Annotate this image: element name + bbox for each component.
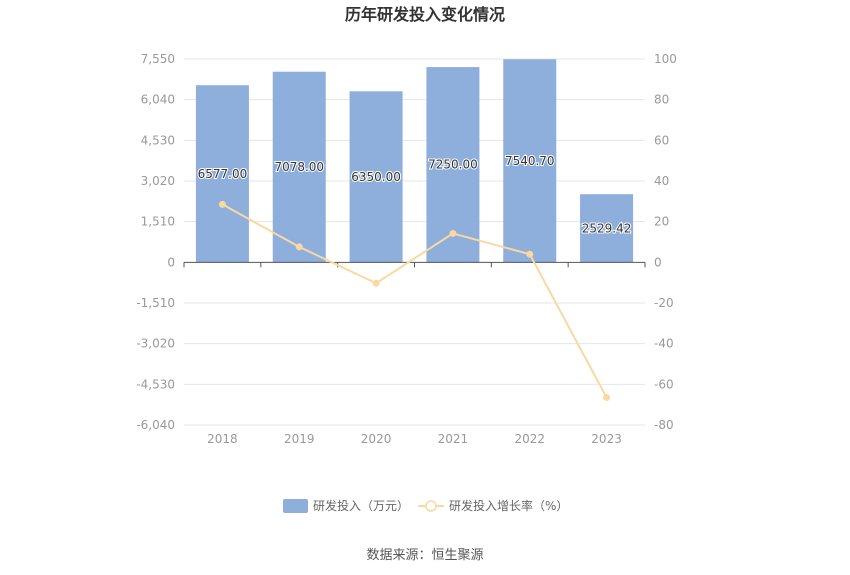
left-tick-label: 0 <box>167 255 175 269</box>
left-tick-label: 4,530 <box>141 133 175 147</box>
source-note: 数据来源：恒生聚源 <box>366 548 483 563</box>
bar <box>195 85 249 263</box>
zero-axis-line <box>183 261 646 268</box>
left-tick-label: -3,020 <box>136 337 175 351</box>
bar-value-label: 7250.00 <box>428 158 478 172</box>
legend-item-line[interactable]: 研发投入增长率（%） <box>418 498 568 513</box>
bar-value-label: 2529.42 <box>582 221 632 235</box>
legend-item-bar[interactable]: 研发投入（万元） <box>283 498 409 513</box>
legend-line-label: 研发投入增长率（%） <box>449 498 568 513</box>
left-tick-label: 7,550 <box>141 52 175 66</box>
bar-series <box>195 59 634 263</box>
right-tick-label: 0 <box>654 255 662 269</box>
left-tick-label: -4,530 <box>136 377 175 391</box>
legend-bar-label: 研发投入（万元） <box>313 498 409 513</box>
growth-line <box>221 203 608 399</box>
x-axis: 2018 2019 2020 2021 2022 2023 <box>207 432 622 446</box>
x-tick-label: 2019 <box>284 432 315 446</box>
left-tick-label: -6,040 <box>136 418 175 432</box>
legend[interactable]: 研发投入（万元） 研发投入增长率（%） <box>283 498 568 513</box>
legend-bar-swatch <box>283 499 308 513</box>
line-point <box>449 229 457 237</box>
right-tick-label: 60 <box>654 133 669 147</box>
bar <box>580 194 634 263</box>
line-point <box>218 200 226 208</box>
bar-value-labels: 6577.00 7078.00 6350.00 7250.00 7540.70 2529.… <box>197 153 633 236</box>
left-tick-label: 1,510 <box>141 215 175 229</box>
x-tick-label: 2020 <box>361 432 392 446</box>
bar <box>272 71 326 263</box>
right-tick-label: -80 <box>654 418 674 432</box>
right-tick-label: -40 <box>654 337 674 351</box>
bar <box>349 91 403 263</box>
x-tick-label: 2018 <box>207 432 238 446</box>
line-series <box>218 200 611 402</box>
line-point <box>603 394 611 402</box>
legend-line-marker <box>425 500 437 512</box>
bar-value-label: 7078.00 <box>274 160 324 174</box>
right-tick-label: 40 <box>654 174 669 188</box>
right-tick-label: 20 <box>654 215 669 229</box>
bar-value-label: 6350.00 <box>351 170 401 184</box>
x-tick-label: 2023 <box>591 432 622 446</box>
left-y-axis: 7,550 6,040 4,530 3,020 1,510 0 -1,510 -3,020 -4… <box>136 52 175 432</box>
right-tick-label: -20 <box>654 296 674 310</box>
left-tick-label: -1,510 <box>136 296 175 310</box>
line-point <box>372 279 380 287</box>
right-tick-label: 100 <box>654 52 677 66</box>
chart-title: 历年研发投入变化情况 <box>345 5 505 24</box>
right-y-axis: 100 80 60 40 20 0 -20 -40 -60 -80 <box>654 52 677 432</box>
bar <box>426 67 480 263</box>
left-tick-label: 6,040 <box>141 93 175 107</box>
grid <box>184 58 645 426</box>
x-tick-label: 2021 <box>438 432 469 446</box>
x-tick-label: 2022 <box>514 432 545 446</box>
bar-value-label: 7540.70 <box>505 154 555 168</box>
right-tick-label: -60 <box>654 377 674 391</box>
right-tick-label: 80 <box>654 93 669 107</box>
line-point <box>295 243 303 251</box>
left-tick-label: 3,020 <box>141 174 175 188</box>
line-point <box>526 250 534 258</box>
bar-value-label: 6577.00 <box>198 167 248 181</box>
bar <box>503 59 557 263</box>
